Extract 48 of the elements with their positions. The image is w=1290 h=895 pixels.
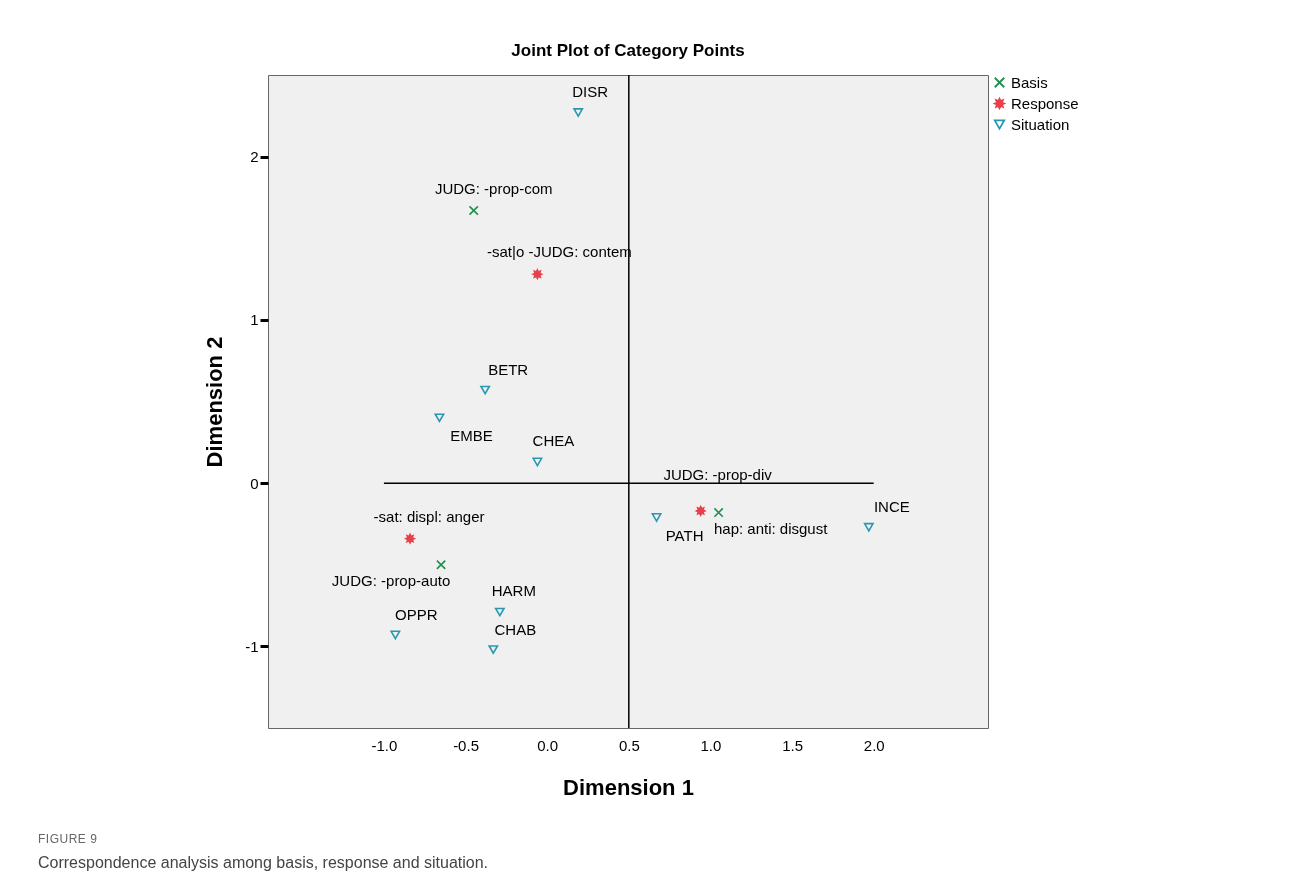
annotation: PATH [665,527,704,545]
legend-label: Response [1011,94,1079,112]
annotation: CHEA [532,431,575,449]
annotation: JUDG: -prop-com [434,180,553,198]
annotation: CHAB [494,620,537,638]
point [405,533,416,544]
y-tick-label: 2 [250,148,259,166]
y-tick-label: 1 [250,311,259,329]
point [488,645,499,655]
caption: FIGURE 9 [38,832,99,846]
text: Correspondence analysis among basis, response and situation. [38,854,489,872]
annotation: OPPR [395,605,438,623]
annotation: -sat: displ: anger [373,507,485,525]
point [695,505,706,516]
annotation: INCE [873,498,910,516]
point [532,457,543,467]
x-tick-label: -0.5 [453,736,479,754]
annotation: HARM [491,582,536,600]
annotation: DISR [572,82,609,100]
legend-label: Basis [1011,73,1048,91]
point [434,413,445,423]
annotation: EMBE [450,426,493,444]
point [573,108,584,117]
annotation: BETR [488,361,529,379]
point [863,522,874,532]
y-tick-label: -1 [245,637,259,655]
annotation: JUDG: -prop-div [663,465,773,483]
y-axis-title: Dimension 2 [202,336,228,468]
legend-label: Situation [1011,115,1070,133]
x-tick-label: 1.5 [782,736,804,754]
y-tick-label: 0 [250,474,259,492]
x-tick-label: 2.0 [863,736,885,754]
chart-title: Joint Plot of Category Points [511,41,745,61]
x-tick-label: 0.5 [618,736,640,754]
x-axis-title: Dimension 1 [563,774,694,800]
point [390,630,401,640]
x-tick-label: 1.0 [700,736,722,754]
annotation: JUDG: -prop-auto [331,571,451,589]
point [532,269,543,280]
point [494,607,505,617]
annotation: hap: anti: disgust [713,519,829,537]
point [713,507,724,518]
point [651,512,662,522]
point [468,205,479,216]
point [480,385,491,395]
point [436,559,447,570]
x-tick-label: -1.0 [371,736,398,754]
x-tick-label: 0.0 [537,736,559,754]
